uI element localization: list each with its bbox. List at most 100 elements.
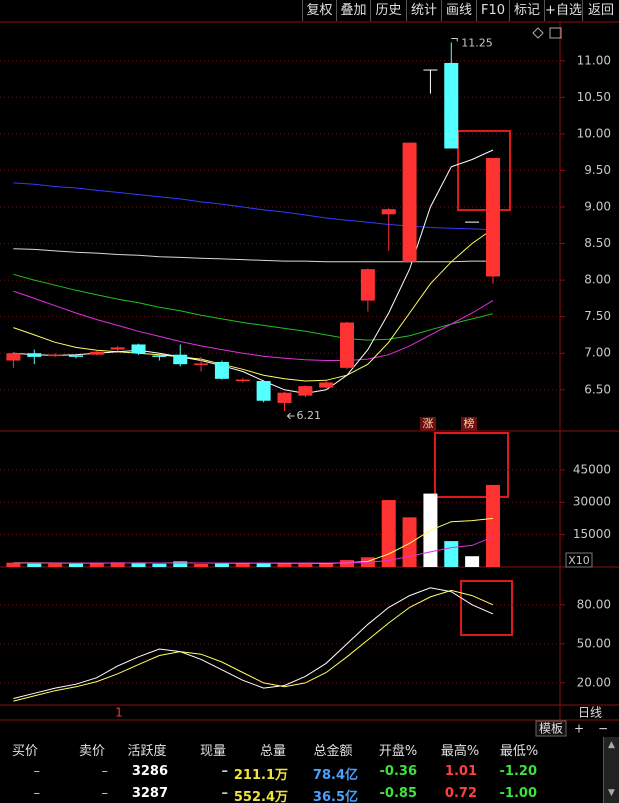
table-cell: 552.4万: [233, 790, 288, 803]
volume-bar: [256, 562, 271, 567]
indicator-line: [13, 149, 494, 394]
volume-bar: [6, 562, 21, 567]
indicator-line: [13, 290, 494, 361]
indicator-line: [13, 587, 494, 699]
zoom-out[interactable]: −: [598, 722, 608, 736]
y-tick-label: 15000: [573, 527, 611, 541]
y-tick-label: 6.50: [584, 382, 611, 396]
y-tick-label: 11.00: [577, 53, 611, 67]
volume-bar: [27, 563, 42, 567]
table-header: 活跃度: [127, 744, 167, 759]
candle-body: [27, 353, 42, 357]
y-tick-label: 7.00: [584, 346, 611, 360]
highlight-box: [434, 432, 509, 498]
toolbar-button[interactable]: 返回: [582, 0, 619, 21]
indicator-line: [13, 517, 494, 564]
indicator-line: [13, 228, 494, 382]
table-cell: 36.5亿: [312, 790, 358, 803]
table-cell: 211.1万: [233, 768, 288, 783]
toolbar-button[interactable]: F10: [476, 0, 509, 21]
toolbar-button[interactable]: +自选: [544, 0, 582, 21]
table-header: 总量: [259, 744, 286, 759]
y-tick-label: 80.00: [577, 597, 611, 611]
annotation-pointer: [451, 37, 458, 42]
candle-body: [89, 351, 104, 355]
candle-body: [173, 354, 188, 365]
high-annotation: 11.25: [461, 36, 493, 49]
candle-body: [131, 344, 146, 354]
volume-bar: [402, 517, 417, 567]
candle-body: [214, 362, 229, 379]
table-header: 总金额: [313, 744, 353, 759]
table-header: 最高%: [440, 744, 480, 759]
highlight-box: [460, 580, 513, 636]
chart-area: 涨 榜 X10 1 日线 模板 + − 11.00 10.50 10.00 9.50 9…: [0, 21, 619, 737]
candle-body: [110, 347, 125, 350]
volume-bar: [340, 560, 355, 567]
volume-bar: [194, 563, 209, 567]
table-header: 开盘%: [378, 744, 418, 759]
candle-body: [485, 158, 500, 277]
volume-bar: [173, 561, 188, 567]
y-tick-label: 10.50: [577, 90, 611, 104]
table-cell: 3287: [131, 786, 168, 801]
table-cell: –: [221, 764, 229, 779]
tag: 涨: [423, 417, 434, 430]
annotation-pointer: [286, 412, 295, 420]
volume-bar: [298, 563, 313, 567]
y-tick-label: 20.00: [577, 675, 611, 689]
toolbar-button[interactable]: 统计: [406, 0, 441, 21]
volume-bar: [131, 563, 146, 567]
candle-body: [6, 353, 21, 361]
low-annotation: 6.21: [296, 409, 321, 422]
volume-bar: [68, 563, 83, 567]
period[interactable]: 日线: [578, 706, 602, 720]
volume-bar: [465, 556, 480, 567]
candle-body: [152, 355, 167, 357]
table-cell: –: [101, 786, 109, 801]
volume-bar: [152, 563, 167, 567]
scroll-down[interactable]: ▼: [608, 788, 615, 798]
toolbar-button[interactable]: 历史: [370, 0, 406, 21]
candle-body: [340, 322, 355, 368]
indicator-line: [13, 273, 494, 341]
icon[interactable]: [532, 27, 544, 39]
table-cell: –: [221, 786, 229, 801]
candle-body: [48, 354, 63, 357]
template-button[interactable]: [535, 720, 567, 737]
tag-bg: [461, 417, 477, 431]
table-cell: –: [33, 764, 41, 779]
y-tick-label: 45000: [573, 462, 611, 476]
volume-bar: [277, 563, 292, 567]
toolbar-button[interactable]: 叠加: [336, 0, 370, 21]
x-label: 1: [115, 706, 123, 720]
candle-body: [298, 386, 313, 396]
table-cell: –: [101, 764, 109, 779]
toolbar-button[interactable]: 标记: [509, 0, 544, 21]
y-tick-label: 9.50: [584, 163, 611, 177]
indicator-line: [13, 248, 493, 263]
scale-box: [565, 552, 593, 568]
scroll-up[interactable]: ▲: [608, 740, 615, 750]
tag: 榜: [464, 416, 475, 430]
zoom-in[interactable]: +: [574, 722, 584, 736]
volume-bar: [381, 500, 396, 567]
table-cell: 78.4亿: [312, 768, 358, 783]
table-cell: -1.20: [499, 764, 537, 779]
table-cell: -1.00: [499, 786, 537, 801]
volume-bar: [485, 484, 500, 567]
candle-body: [360, 269, 375, 301]
volume-bar: [48, 563, 63, 567]
toolbar-button[interactable]: 画线: [441, 0, 476, 21]
y-tick-label: 7.50: [584, 309, 611, 323]
volume-bar: [444, 541, 459, 567]
y-tick-label: 10.00: [577, 126, 611, 140]
scrollbar[interactable]: ▲ ▼: [603, 737, 619, 803]
template-label[interactable]: 模板: [539, 722, 563, 736]
icon[interactable]: [549, 27, 562, 39]
toolbar-button[interactable]: 复权: [302, 0, 336, 21]
indicator-line: [13, 536, 494, 564]
candle-body: [235, 379, 250, 382]
table-header: 卖价: [78, 744, 105, 759]
